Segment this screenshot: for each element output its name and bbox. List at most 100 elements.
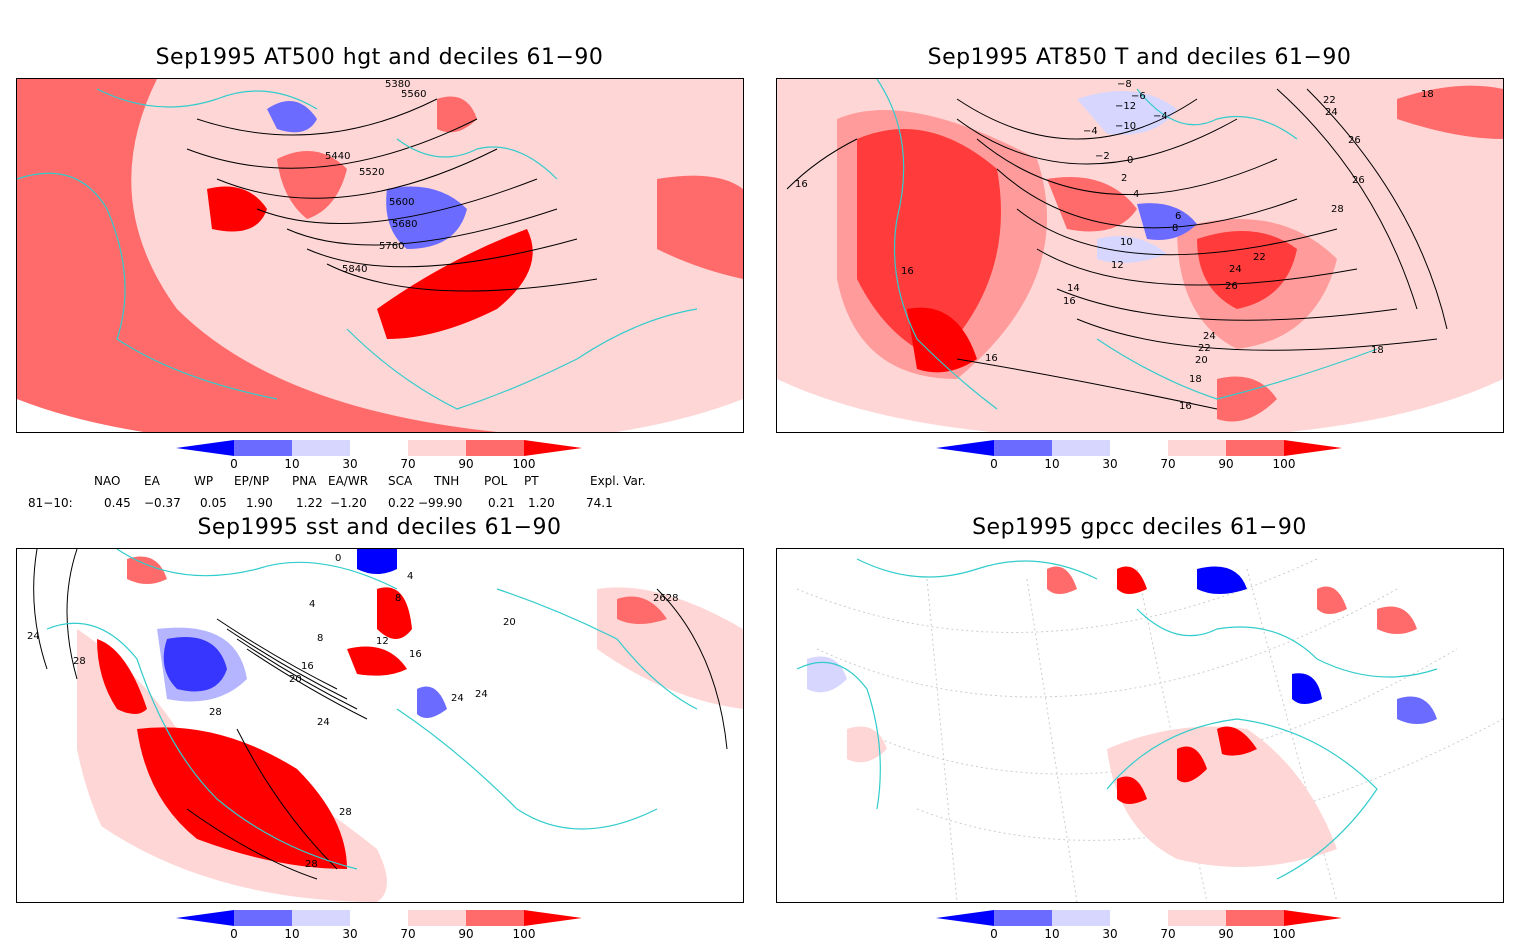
contour-labels: −8 −6 −12 −10 −4 −4 −2 0 2 4 6 8 10 12 1… xyxy=(795,79,1434,412)
teleconn-value: −99.90 xyxy=(418,496,463,510)
contour-label: 0 xyxy=(335,553,341,564)
colorbar-segment xyxy=(1052,910,1110,926)
contour-line xyxy=(1056,288,1398,321)
anomaly-shading xyxy=(1397,696,1437,724)
contour-line xyxy=(786,138,858,190)
contour-label: 18 xyxy=(1421,89,1434,100)
teleconn-row-label: 81−10: xyxy=(28,496,73,510)
colorbar-segment xyxy=(292,910,350,926)
colorbar-segment xyxy=(524,910,582,926)
colorbar-segment xyxy=(408,910,466,926)
anomaly-shading xyxy=(386,186,467,249)
contour-label: 22 xyxy=(1253,252,1266,263)
contour-label: 24 xyxy=(317,717,330,728)
colorbar-segment xyxy=(1110,910,1168,926)
graticule xyxy=(796,558,1318,633)
contour-label: 8 xyxy=(395,593,401,604)
contour-label: 28 xyxy=(73,656,86,667)
contour-label: 26 xyxy=(1225,281,1238,292)
colorbar-sst: 0 10 30 70 90 100 xyxy=(176,910,586,941)
teleconn-header: POL xyxy=(484,474,508,488)
colorbar-segment xyxy=(1284,440,1342,456)
anomaly-shading xyxy=(1197,566,1247,594)
anomaly-shading xyxy=(847,726,887,763)
contour-label: 16 xyxy=(301,661,314,672)
coastline xyxy=(1096,338,1378,400)
anomaly-shading xyxy=(1292,673,1322,704)
graticule xyxy=(926,578,958,902)
teleconn-value: 0.21 xyxy=(488,496,515,510)
contour-label: 16 xyxy=(409,649,422,660)
colorbar-segment xyxy=(994,440,1052,456)
contour-label: 8 xyxy=(317,633,323,644)
contour-line xyxy=(996,168,1298,229)
anomaly-shading xyxy=(907,307,977,373)
anomaly-shading xyxy=(417,686,447,718)
teleconn-value: 0.05 xyxy=(200,496,227,510)
teleconn-header: Expl. Var. xyxy=(590,474,646,488)
anomaly-shading xyxy=(1217,726,1257,756)
contour-label: 18 xyxy=(1189,374,1202,385)
contour-line xyxy=(1036,248,1358,286)
colorbar-segment xyxy=(234,440,292,456)
teleconn-value: −0.37 xyxy=(144,496,181,510)
coastline xyxy=(346,308,698,410)
contour-line xyxy=(1306,88,1448,330)
contour-label: 4 xyxy=(309,599,315,610)
colorbar-tick: 90 xyxy=(1218,457,1233,471)
colorbar-tick: 70 xyxy=(1160,927,1175,940)
colorbar-tick: 70 xyxy=(400,457,415,471)
coastline xyxy=(856,558,1098,580)
colorbar-segment xyxy=(350,910,408,926)
contour-line xyxy=(216,618,338,690)
contour-label: 22 xyxy=(1198,343,1211,354)
contour-label: 5600 xyxy=(389,197,414,208)
colorbar-segment xyxy=(1226,440,1284,456)
anomaly-shading xyxy=(1047,177,1137,232)
colorbar-segment xyxy=(1052,440,1110,456)
contour-label: 16 xyxy=(1179,401,1192,412)
teleconn-value: 1.90 xyxy=(246,496,273,510)
teleconn-value: 74.1 xyxy=(586,496,613,510)
teleconn-value: 0.22 xyxy=(388,496,415,510)
contour-line xyxy=(236,728,338,870)
contour-label: 16 xyxy=(901,266,914,277)
contour-label: 2628 xyxy=(653,593,678,604)
contour-label: 18 xyxy=(1371,345,1384,356)
contour-line xyxy=(33,549,48,670)
colorbar-segment xyxy=(1168,910,1226,926)
panel-title-at500: Sep1995 AT500 hgt and deciles 61−90 xyxy=(155,45,604,70)
anomaly-shading xyxy=(207,186,267,232)
colorbar-segment xyxy=(936,910,994,926)
contour-label: 16 xyxy=(985,353,998,364)
anomaly-shading xyxy=(1217,376,1277,422)
contour-line xyxy=(286,208,558,246)
anomaly-shading xyxy=(347,646,407,676)
coastline xyxy=(496,588,698,710)
coastline xyxy=(1136,88,1298,140)
contour-line xyxy=(236,638,358,710)
anomaly-shading xyxy=(1397,85,1503,139)
coastline xyxy=(876,79,998,410)
contour-line xyxy=(976,138,1278,195)
coastline xyxy=(17,172,278,400)
contour-label: 28 xyxy=(209,707,222,718)
anomaly-shading xyxy=(157,627,247,702)
contour-label: 16 xyxy=(795,179,808,190)
contour-labels: 24 28 4 8 12 16 20 24 28 28 28 24 24 20 … xyxy=(27,553,678,870)
anomaly-shading xyxy=(127,556,167,584)
contour-label: 26 xyxy=(1348,135,1361,146)
colorbar-segment xyxy=(936,440,994,456)
colorbar-segment xyxy=(408,440,466,456)
teleconn-header: TNH xyxy=(434,474,460,488)
map-panel-gpcc xyxy=(776,548,1504,903)
colorbar-tick: 30 xyxy=(342,457,357,471)
contour-label: 26 xyxy=(1352,175,1365,186)
contour-line xyxy=(186,808,318,880)
contour-label: −4 xyxy=(1083,126,1098,137)
coastline xyxy=(116,549,398,590)
coastline xyxy=(96,88,318,110)
contour-label: 5520 xyxy=(359,167,384,178)
colorbar-at850: 0 10 30 70 90 100 xyxy=(936,440,1346,472)
anomaly-shading xyxy=(1107,726,1337,867)
